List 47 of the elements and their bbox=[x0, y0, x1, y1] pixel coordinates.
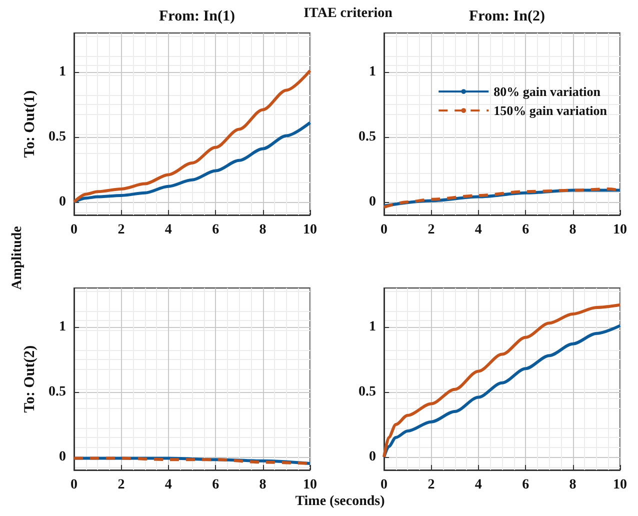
x-tick-label: 0 bbox=[380, 222, 388, 238]
x-tick-label: 6 bbox=[212, 478, 220, 492]
y-tick-label: 0.5 bbox=[358, 384, 376, 400]
text: ITAE criterion bbox=[304, 6, 392, 22]
y-tick-label: 1 bbox=[369, 64, 376, 80]
y-tick-label: 0 bbox=[59, 194, 66, 210]
y-tick-label: 1 bbox=[59, 64, 66, 80]
x-tick-label: 4 bbox=[164, 222, 172, 238]
x-tick-label: 8 bbox=[259, 222, 266, 238]
legend-label: 80% gain variation bbox=[494, 84, 602, 99]
legend-label: 150% gain variation bbox=[494, 103, 608, 118]
y-tick-label: 0.5 bbox=[358, 130, 376, 144]
x-tick-label: 0 bbox=[70, 478, 78, 492]
x-tick-label: 6 bbox=[522, 222, 530, 238]
chart-title: From: In(2) bbox=[469, 8, 545, 24]
y-tick-label: 0 bbox=[369, 194, 376, 210]
line-series bbox=[72, 69, 312, 204]
x-tick-label: 8 bbox=[569, 478, 576, 492]
x-tick-label: 4 bbox=[474, 478, 482, 492]
x-tick-label: 10 bbox=[303, 222, 317, 238]
y-tick-label: 0.5 bbox=[48, 384, 66, 400]
line-series bbox=[72, 121, 312, 204]
x-tick-label: 0 bbox=[70, 222, 78, 238]
x-tick-label: 4 bbox=[164, 478, 172, 492]
y-axis-title: To: Out(2) bbox=[22, 345, 38, 413]
chart-title: From: In(1) bbox=[159, 8, 235, 24]
x-tick-label: 2 bbox=[428, 222, 435, 238]
x-tick-label: 8 bbox=[569, 222, 576, 238]
y-tick-label: 0 bbox=[59, 450, 66, 464]
text: Amplitude bbox=[10, 226, 26, 290]
y-tick-label: 1 bbox=[369, 320, 376, 334]
x-tick-label: 2 bbox=[118, 222, 125, 238]
y-tick-label: 0.5 bbox=[48, 130, 66, 144]
x-tick-label: 10 bbox=[613, 478, 627, 492]
x-tick-label: 6 bbox=[212, 222, 220, 238]
x-tick-label: 2 bbox=[118, 478, 125, 492]
x-tick-label: 6 bbox=[522, 478, 530, 492]
y-axis-title: To: Out(1) bbox=[22, 90, 38, 158]
y-tick-label: 1 bbox=[59, 320, 66, 334]
x-tick-label: 2 bbox=[428, 478, 435, 492]
x-tick-label: 10 bbox=[303, 478, 317, 492]
y-tick-label: 0 bbox=[369, 450, 376, 464]
x-tick-label: 10 bbox=[613, 222, 627, 238]
text: Time (seconds) bbox=[295, 494, 385, 510]
x-tick-label: 0 bbox=[380, 478, 388, 492]
x-tick-label: 8 bbox=[259, 478, 266, 492]
x-tick-label: 4 bbox=[474, 222, 482, 238]
